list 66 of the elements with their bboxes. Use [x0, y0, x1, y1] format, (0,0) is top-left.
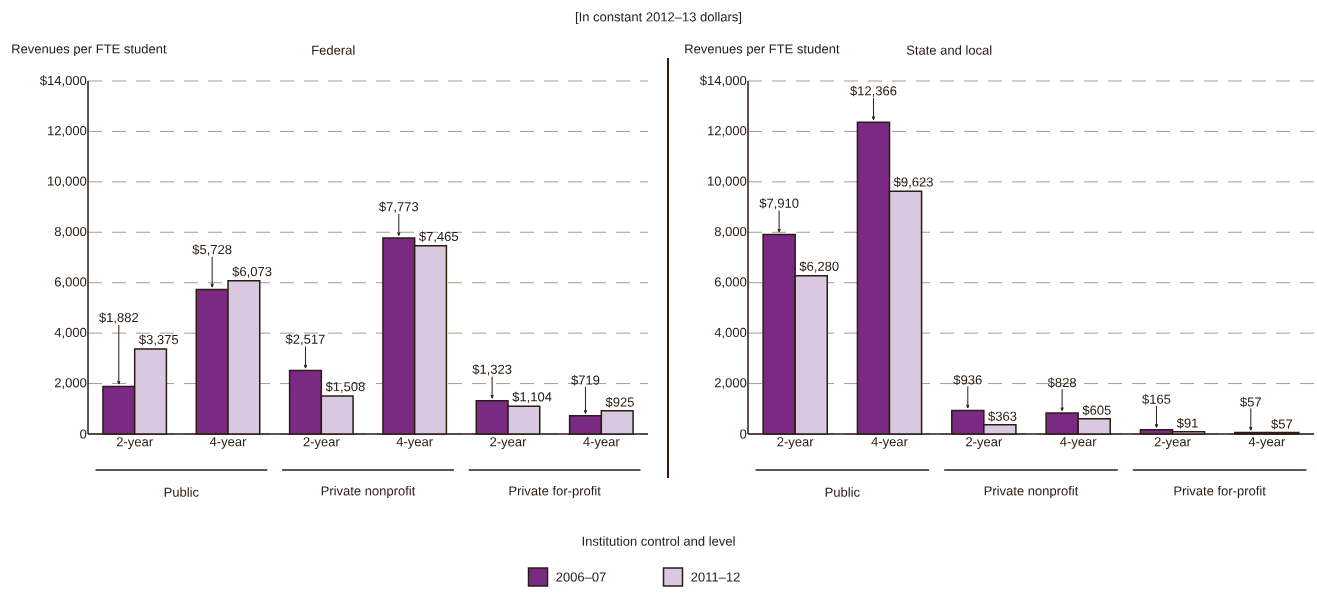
y-tick-label: $14,000: [39, 75, 87, 87]
text: Private nonprofit: [321, 485, 416, 499]
y-tick-label: 6,000: [714, 277, 747, 289]
legend-label: 2011–12: [691, 572, 740, 582]
y-tick-label: 8,000: [714, 226, 747, 238]
y-tick-label: 4,000: [714, 327, 747, 339]
data-label: $925: [605, 396, 634, 408]
x-tick-label: 4-year: [1060, 437, 1097, 449]
data-label: $91: [1176, 417, 1198, 429]
x-tick-label: 4-year: [396, 437, 433, 449]
data-label: $605: [1082, 405, 1111, 416]
data-label: $57: [1271, 418, 1293, 430]
text: Public: [164, 487, 199, 497]
x-tick-label: 2-year: [116, 437, 153, 449]
chart-title: Federal: [312, 45, 355, 55]
x-tick-label: 4-year: [1248, 437, 1286, 449]
data-label: $6,280: [799, 261, 839, 273]
data-label: $9,623: [893, 176, 933, 189]
data-label: $719: [571, 374, 600, 386]
data-label: $7,910: [759, 198, 799, 210]
text: Private for-profit: [509, 485, 601, 499]
data-label: $1,882: [99, 312, 139, 324]
data-label: $1,104: [512, 391, 552, 403]
x-tick-label: 2-year: [777, 437, 814, 449]
y-tick-label: 10,000: [708, 176, 747, 188]
x-axis-title: Institution control and level: [582, 536, 735, 546]
x-tick-label: 4-year: [871, 437, 908, 449]
data-label: $57: [1240, 396, 1261, 408]
data-label: $363: [988, 411, 1017, 422]
data-label: $7,465: [419, 231, 459, 243]
data-label: $5,728: [192, 244, 232, 256]
data-label: $3,375: [139, 334, 179, 346]
text: Public: [825, 487, 860, 497]
data-label: $2,517: [285, 334, 325, 346]
y-tick-label: 10,000: [48, 176, 87, 188]
data-label: $1,323: [472, 364, 512, 376]
x-tick-label: 2-year: [303, 437, 340, 449]
y-tick-label: 6,000: [54, 277, 87, 289]
y-tick-label: 2,000: [54, 378, 87, 389]
y-tick-label: 12,000: [48, 126, 87, 137]
text: Private nonprofit: [984, 485, 1079, 499]
y-tick-label: 2,000: [714, 378, 747, 389]
data-label: $936: [953, 374, 982, 386]
data-label: $12,366: [850, 85, 897, 97]
y-tick-label: 8,000: [54, 226, 87, 238]
y-tick-label: $14,000: [699, 75, 747, 87]
y-tick-label: 0: [740, 429, 747, 439]
chart-title: State and local: [906, 45, 992, 55]
legend-label: 2006–07: [556, 572, 606, 582]
data-label: $7,773: [379, 201, 419, 213]
x-tick-label: 4-year: [209, 437, 247, 449]
x-tick-label: 2-year: [1154, 437, 1191, 449]
x-tick-label: 2-year: [966, 437, 1003, 449]
x-tick-label: 4-year: [583, 437, 620, 449]
chart-subtitle: [In constant 2012–13 dollars]: [575, 11, 742, 25]
y-tick-label: 12,000: [708, 126, 747, 137]
y-axis-title: Revenues per FTE student: [12, 43, 167, 57]
text: Private for-profit: [1174, 485, 1266, 499]
data-label: $1,508: [325, 381, 365, 393]
data-label: $165: [1142, 394, 1171, 405]
y-tick-label: 4,000: [54, 327, 87, 339]
y-tick-label: 0: [80, 429, 87, 439]
data-label: $6,073: [232, 266, 272, 278]
data-label: $828: [1047, 377, 1077, 388]
y-axis-title: Revenues per FTE student: [685, 43, 840, 57]
x-tick-label: 2-year: [490, 437, 527, 449]
